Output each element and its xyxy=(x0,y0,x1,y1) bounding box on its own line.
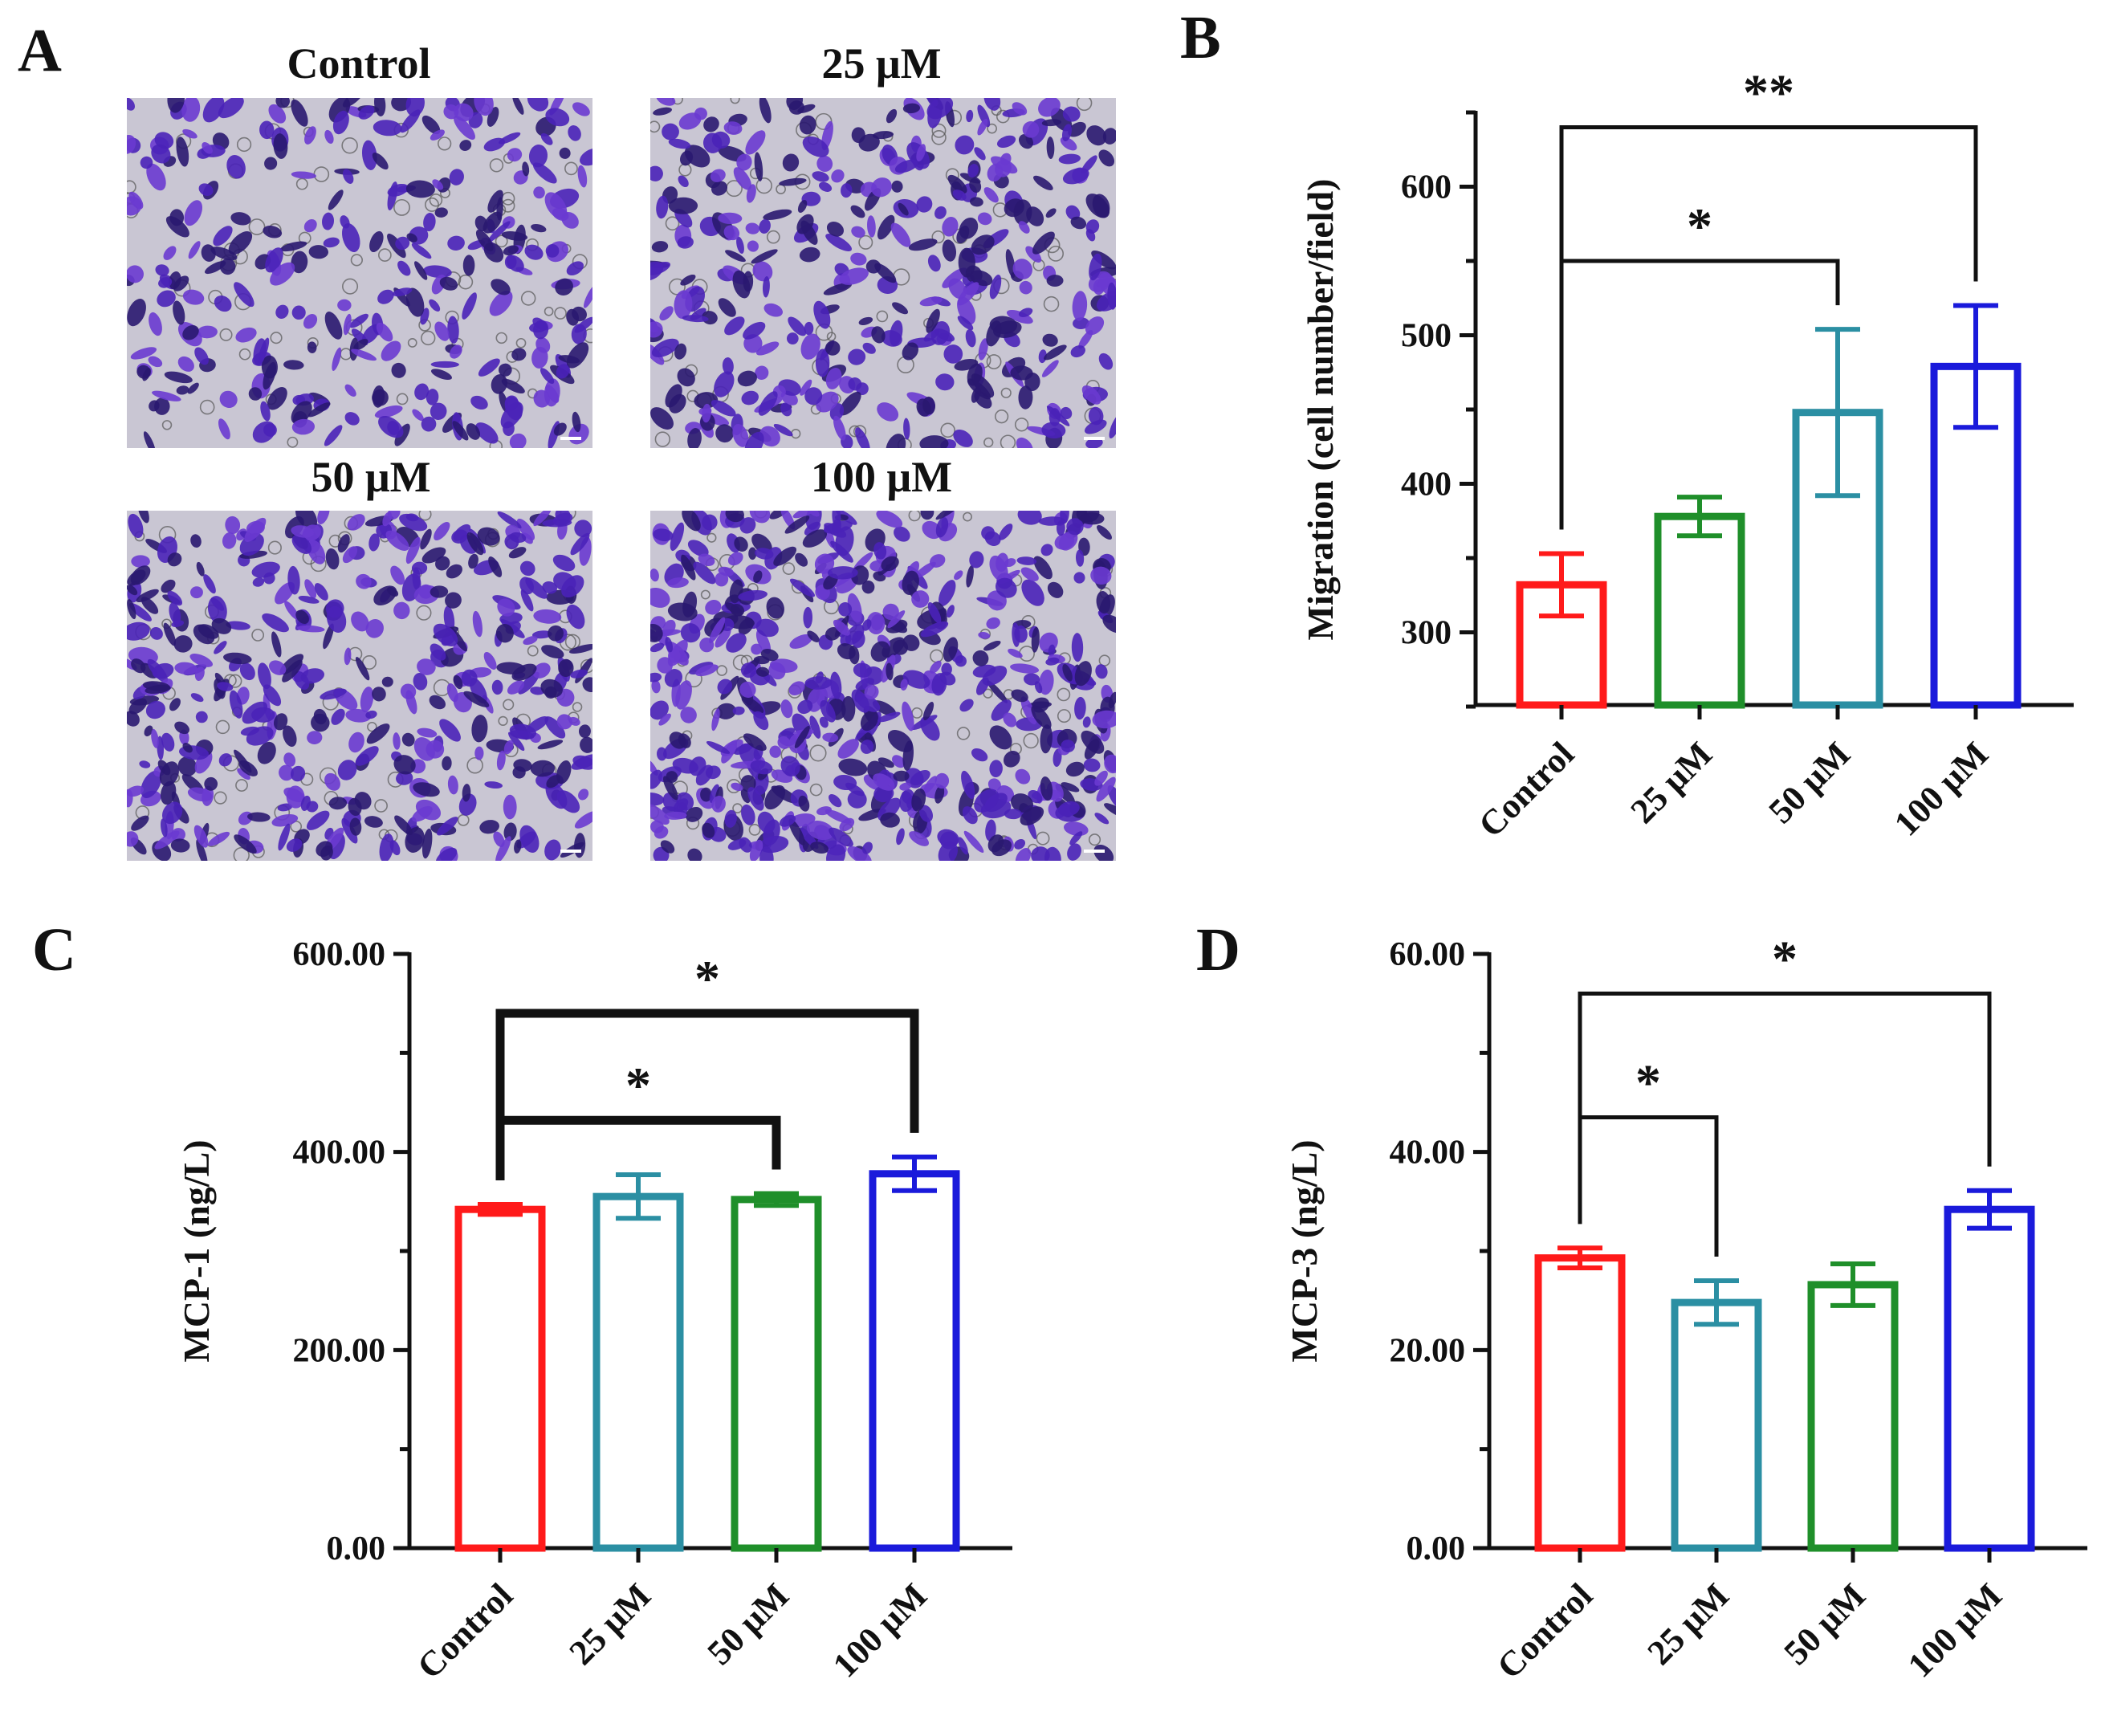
micrograph-label-50um: 50 μM xyxy=(311,453,430,501)
category-label: Control xyxy=(1489,1575,1600,1686)
micrograph-label-100um: 100 μM xyxy=(811,453,952,501)
bar xyxy=(731,1196,822,1552)
chart-mcp1: 0.00 200.00 400.00 600.00 MCP-1 (ng/L) Contro… xyxy=(176,936,1012,1686)
chart-mcp3: 0.00 20.00 40.00 60.00 MCP-3 (ng/L) Control 25… xyxy=(1284,930,2087,1686)
y-axis-title: MCP-1 (ng/L) xyxy=(176,1139,217,1362)
significance-bracket xyxy=(1578,991,1992,1225)
micrograph-2 xyxy=(650,98,1116,448)
stained-cells xyxy=(127,511,592,861)
category-label: 25 μM xyxy=(1623,734,1720,831)
micrograph-4 xyxy=(650,511,1116,861)
micrograph-3 xyxy=(127,511,592,861)
panel-letter-c: C xyxy=(32,916,76,984)
stained-cells xyxy=(127,98,592,448)
category-label: Control xyxy=(409,1575,520,1686)
stained-cells xyxy=(650,98,1116,448)
y-tick-label: 60.00 xyxy=(1390,936,1466,973)
panel-letter-a: A xyxy=(18,17,62,84)
significance-marker: * xyxy=(694,950,720,1007)
y-tick-label: 600.00 xyxy=(293,936,386,973)
micrograph-group xyxy=(127,98,1116,861)
significance-marker: * xyxy=(1687,198,1712,255)
bar xyxy=(454,1205,546,1552)
scale-bar xyxy=(560,850,581,853)
y-axis-title: Migration (cell number/field) xyxy=(1300,179,1341,641)
bar xyxy=(869,1170,960,1552)
bar xyxy=(1671,1298,1762,1552)
y-tick-label: 20.00 xyxy=(1390,1332,1466,1369)
chart-migration: 300 400 500 600 Migration (cell number/field… xyxy=(1300,64,2074,845)
category-label: 100 μM xyxy=(1887,734,1996,843)
micrograph-label-control: Control xyxy=(287,39,430,88)
significance-bracket xyxy=(495,1009,919,1181)
micrograph-1 xyxy=(127,98,592,448)
panel-letter-b: B xyxy=(1180,4,1221,71)
y-tick-label: 400 xyxy=(1401,467,1452,503)
bar xyxy=(1807,1281,1899,1552)
y-tick-label: 40.00 xyxy=(1390,1135,1466,1172)
category-label: 100 μM xyxy=(1900,1575,2009,1685)
bar xyxy=(1944,1205,2035,1552)
significance-marker: ** xyxy=(1743,64,1794,121)
category-label: 100 μM xyxy=(825,1575,934,1685)
scale-bar xyxy=(1084,850,1105,853)
y-tick-label: 200.00 xyxy=(293,1332,386,1369)
y-axis-title: MCP-3 (ng/L) xyxy=(1284,1139,1325,1362)
bar xyxy=(1654,512,1745,709)
micrograph-label-25um: 25 μM xyxy=(821,39,941,88)
category-label: 25 μM xyxy=(562,1575,659,1673)
significance-marker: * xyxy=(1772,930,1798,987)
scale-bar xyxy=(560,437,581,440)
y-tick-label: 0.00 xyxy=(327,1530,386,1567)
category-label: 50 μM xyxy=(1777,1575,1874,1673)
y-tick-label: 500 xyxy=(1401,318,1452,355)
category-label: 50 μM xyxy=(1761,734,1859,831)
significance-marker: * xyxy=(1635,1054,1661,1111)
significance-marker: * xyxy=(625,1057,651,1114)
significance-bracket xyxy=(495,1115,781,1181)
panel-letter-d: D xyxy=(1196,916,1240,984)
category-label: 50 μM xyxy=(700,1575,797,1673)
category-label: 25 μM xyxy=(1640,1575,1737,1673)
significance-bracket xyxy=(1559,125,1978,530)
bar xyxy=(1534,1254,1626,1552)
y-tick-label: 0.00 xyxy=(1407,1530,1466,1567)
scale-bar xyxy=(1084,437,1105,440)
y-tick-label: 400.00 xyxy=(293,1135,386,1172)
y-tick-label: 300 xyxy=(1401,615,1452,652)
bar xyxy=(592,1192,684,1552)
y-tick-label: 600 xyxy=(1401,169,1452,206)
category-label: Control xyxy=(1471,734,1582,845)
stained-cells xyxy=(650,511,1116,861)
significance-bracket xyxy=(1578,1115,1719,1257)
